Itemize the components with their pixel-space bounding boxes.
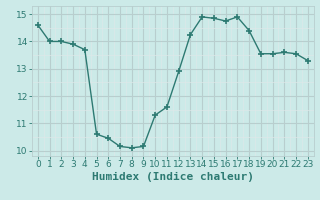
X-axis label: Humidex (Indice chaleur): Humidex (Indice chaleur) — [92, 172, 254, 182]
